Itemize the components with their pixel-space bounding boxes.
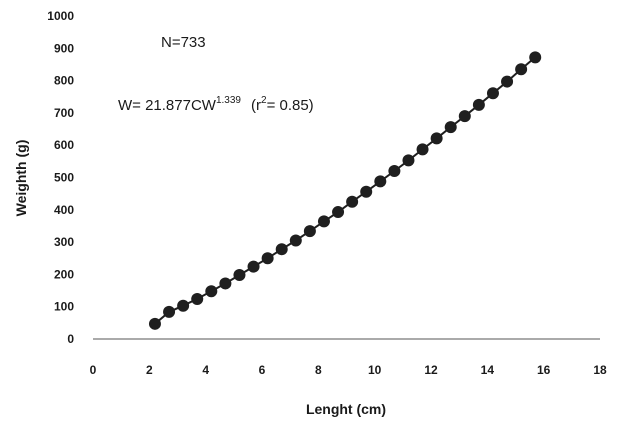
data-point bbox=[402, 154, 415, 167]
x-tick-label: 4 bbox=[202, 363, 209, 377]
data-point bbox=[247, 260, 260, 273]
data-point bbox=[388, 165, 401, 178]
data-point bbox=[416, 143, 429, 156]
equation-main: W= 21.877CW bbox=[118, 97, 217, 114]
y-tick-label: 700 bbox=[54, 106, 74, 120]
equation-exponent: 1.339 bbox=[216, 95, 241, 106]
fit-line bbox=[154, 56, 536, 325]
y-tick-label: 600 bbox=[54, 138, 74, 152]
y-axis-title: Weighth (g) bbox=[13, 140, 29, 217]
y-tick-label: 200 bbox=[54, 267, 74, 281]
x-tick-label: 12 bbox=[424, 363, 438, 377]
data-point bbox=[529, 51, 542, 64]
data-point bbox=[233, 269, 246, 282]
data-point bbox=[219, 277, 232, 290]
y-tick-label: 500 bbox=[54, 171, 74, 185]
equation-r-open: (r bbox=[251, 97, 261, 114]
data-point bbox=[458, 110, 471, 123]
data-point bbox=[332, 206, 345, 219]
y-tick-label: 0 bbox=[67, 332, 74, 346]
data-point bbox=[472, 98, 485, 111]
data-point bbox=[261, 252, 274, 265]
data-point bbox=[430, 132, 443, 145]
data-point bbox=[205, 285, 218, 298]
y-tick-label: 100 bbox=[54, 300, 74, 314]
x-tick-label: 8 bbox=[315, 363, 322, 377]
equation-r-close: = 0.85) bbox=[267, 97, 314, 114]
x-tick-label: 0 bbox=[90, 363, 97, 377]
data-point bbox=[346, 195, 359, 208]
data-point bbox=[177, 299, 190, 312]
y-tick-label: 800 bbox=[54, 74, 74, 88]
sample-size-label: N=733 bbox=[161, 34, 206, 51]
x-tick-label: 14 bbox=[481, 363, 495, 377]
data-point bbox=[191, 292, 204, 305]
y-tick-label: 1000 bbox=[47, 9, 74, 23]
data-point bbox=[317, 215, 330, 228]
data-point bbox=[501, 75, 514, 88]
data-point bbox=[486, 87, 499, 100]
equation-r-sup: 2 bbox=[261, 95, 267, 106]
data-point bbox=[148, 317, 161, 330]
data-point bbox=[163, 305, 176, 318]
x-axis-title: Lenght (cm) bbox=[306, 401, 386, 417]
x-tick-labels: 0 2 4 6 8 10 12 14 16 18 bbox=[90, 363, 607, 377]
data-point bbox=[515, 63, 528, 76]
y-tick-labels: 0 100 200 300 400 500 600 700 800 900 1000 bbox=[47, 9, 74, 346]
data-points bbox=[148, 51, 542, 330]
regression-equation: W= 21.877CW1.339 (r2= 0.85) bbox=[118, 95, 314, 114]
x-tick-label: 18 bbox=[593, 363, 607, 377]
data-point bbox=[275, 243, 288, 256]
y-tick-label: 300 bbox=[54, 235, 74, 249]
y-tick-label: 400 bbox=[54, 203, 74, 217]
y-tick-label: 900 bbox=[54, 41, 74, 55]
x-tick-label: 10 bbox=[368, 363, 382, 377]
data-point bbox=[444, 121, 457, 134]
data-point bbox=[289, 234, 302, 247]
x-tick-label: 16 bbox=[537, 363, 551, 377]
data-point bbox=[360, 185, 373, 198]
x-tick-label: 6 bbox=[259, 363, 266, 377]
x-tick-label: 2 bbox=[146, 363, 153, 377]
data-point bbox=[374, 175, 387, 188]
data-point bbox=[303, 225, 316, 238]
